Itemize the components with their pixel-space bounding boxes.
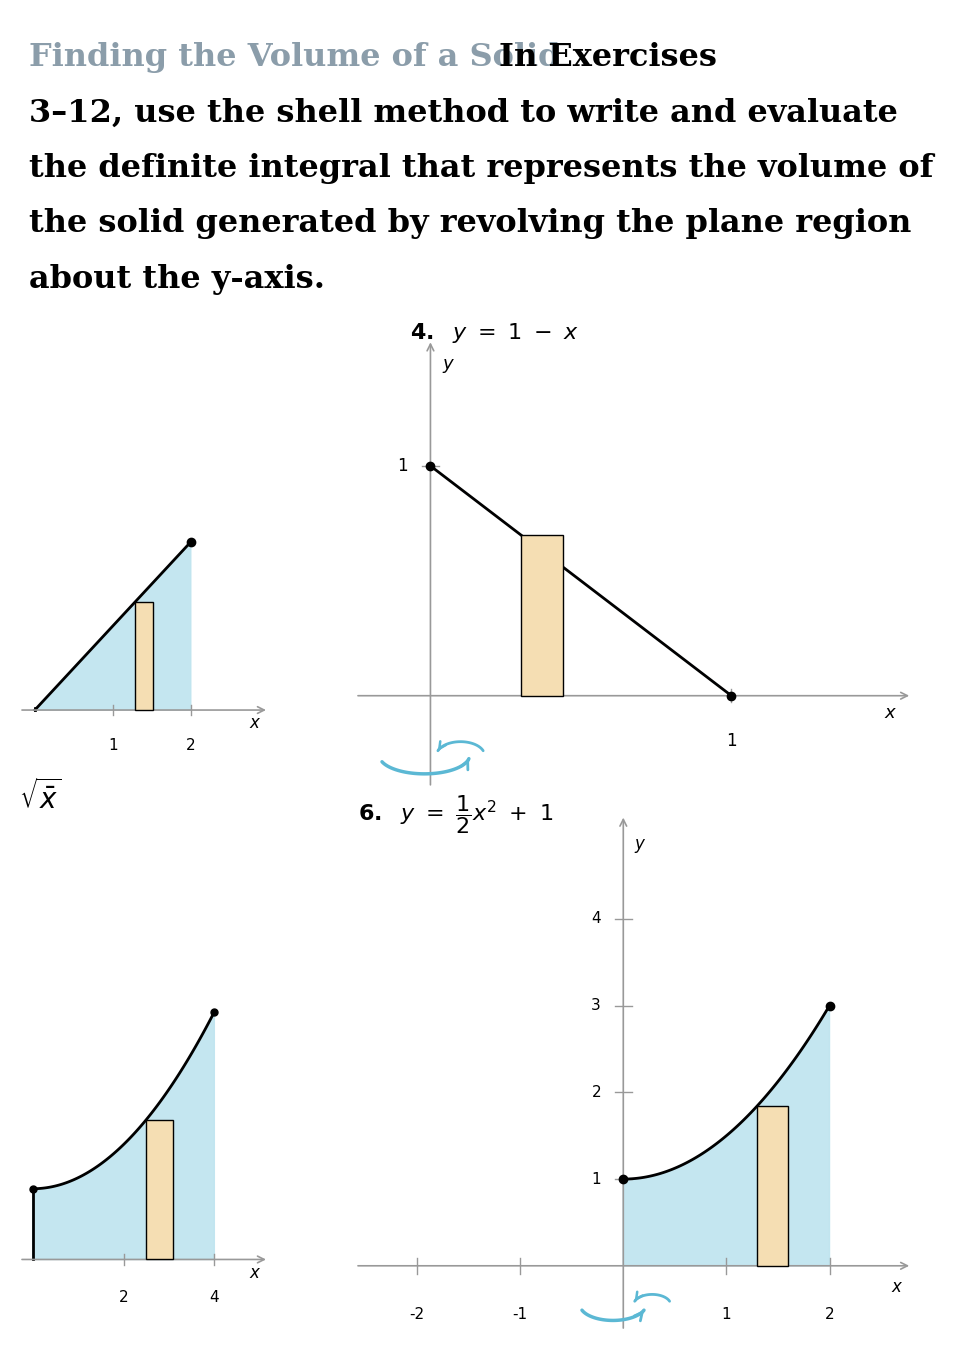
Polygon shape xyxy=(430,466,732,695)
Text: 1: 1 xyxy=(726,732,736,750)
Text: $\sqrt{\bar{x}}$: $\sqrt{\bar{x}}$ xyxy=(19,781,61,815)
Text: 2: 2 xyxy=(825,1308,834,1323)
Text: Finding the Volume of a Solid: Finding the Volume of a Solid xyxy=(29,42,561,73)
Text: 2: 2 xyxy=(119,1290,129,1305)
Polygon shape xyxy=(35,542,191,710)
Text: 1: 1 xyxy=(591,1172,601,1187)
Text: $x$: $x$ xyxy=(884,703,898,722)
Bar xyxy=(134,603,154,710)
Text: 1: 1 xyxy=(108,739,118,754)
Text: 3–12, use the shell method to write and evaluate: 3–12, use the shell method to write and … xyxy=(29,98,898,129)
Text: $y$: $y$ xyxy=(442,357,455,375)
Text: the solid generated by revolving the plane region: the solid generated by revolving the pla… xyxy=(29,208,911,239)
Bar xyxy=(757,1105,788,1266)
Text: $\mathbf{4.}$$\ \ y\ =\ 1\ -\ x$: $\mathbf{4.}$$\ \ y\ =\ 1\ -\ x$ xyxy=(410,320,579,345)
Text: about the ​y-axis.: about the ​y-axis. xyxy=(29,263,324,295)
Polygon shape xyxy=(33,1012,214,1259)
Text: 4: 4 xyxy=(209,1290,219,1305)
Text: the definite integral that represents the volume of: the definite integral that represents th… xyxy=(29,153,933,183)
Text: 3: 3 xyxy=(591,998,601,1013)
Text: 2: 2 xyxy=(186,739,196,754)
Bar xyxy=(520,535,563,695)
Text: $x$: $x$ xyxy=(250,714,262,732)
Text: 4: 4 xyxy=(591,911,601,926)
Polygon shape xyxy=(623,1006,829,1266)
Bar xyxy=(146,1119,174,1259)
Text: 2: 2 xyxy=(591,1085,601,1100)
Text: 1: 1 xyxy=(397,456,408,475)
Text: $x$: $x$ xyxy=(891,1278,903,1296)
Text: $x$: $x$ xyxy=(250,1264,262,1282)
Text: -1: -1 xyxy=(513,1308,528,1323)
Text: $\mathbf{6.}\ \ y\ =\ \dfrac{1}{2}x^2\ +\ 1$: $\mathbf{6.}\ \ y\ =\ \dfrac{1}{2}x^2\ +… xyxy=(358,793,553,837)
Text: In Exercises: In Exercises xyxy=(499,42,717,73)
Text: $y$: $y$ xyxy=(635,838,647,856)
Text: 1: 1 xyxy=(722,1308,732,1323)
Text: -2: -2 xyxy=(410,1308,424,1323)
